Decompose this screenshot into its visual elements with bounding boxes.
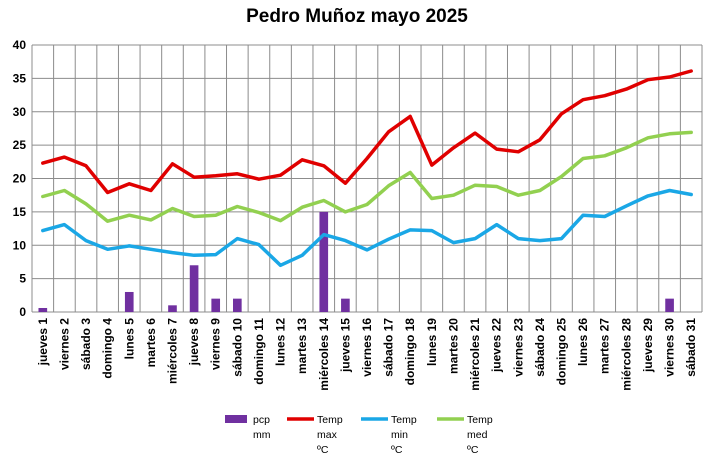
legend-label-word: min: [391, 429, 408, 441]
legend-label-word: Temp: [467, 414, 493, 426]
legend-label-word: ºC: [317, 444, 329, 456]
chart-title: Pedro Muñoz mayo 2025: [246, 6, 468, 27]
legend-label-word: max: [317, 429, 338, 441]
bars-group: [38, 211, 674, 312]
x-tick-label: jueves 8: [187, 318, 201, 367]
legend-label-word: Temp: [391, 414, 417, 426]
bar-pcp: [124, 291, 134, 312]
lines-group: [41, 69, 693, 268]
x-tick-label: domingo 11: [252, 318, 266, 385]
x-tick-label: jueves 29: [641, 318, 655, 373]
legend-label: pcp mm: [253, 414, 271, 441]
legend-swatch-bar: [225, 415, 247, 423]
legend-label-word: ºC: [391, 444, 403, 456]
x-tick-label: viernes 16: [360, 318, 374, 377]
x-tick-label: miércoles 14: [317, 318, 331, 391]
y-tick-label: 5: [19, 272, 26, 286]
bar-pcp: [233, 298, 242, 312]
x-tick-label: domingo 18: [403, 318, 417, 386]
x-tick-label: viernes 2: [57, 318, 71, 370]
y-tick-label: 35: [13, 71, 27, 85]
x-tick-label: martes 6: [144, 318, 158, 368]
x-tick-label: martes 20: [446, 318, 460, 374]
bar-pcp: [319, 211, 329, 312]
bar-pcp: [341, 298, 350, 312]
x-tick-label: miércoles 28: [619, 318, 633, 391]
x-tick-label: domingo 25: [555, 318, 569, 386]
y-tick-label: 10: [13, 238, 27, 252]
x-tick-label: sábado 31: [684, 318, 698, 377]
y-tick-label: 25: [13, 138, 27, 152]
bar-pcp: [211, 298, 221, 312]
x-tick-label: domingo 4: [101, 318, 115, 379]
x-tick-label: viernes 9: [209, 318, 223, 370]
y-tick-label: 20: [13, 172, 27, 186]
x-tick-label: miércoles 7: [165, 318, 179, 384]
x-tick-label: lunes 12: [274, 318, 288, 366]
legend: pcp mm Temp max ºC Temp min ºC Temp med ºC: [225, 414, 493, 456]
y-tick-label: 30: [13, 105, 27, 119]
y-tick-label: 40: [13, 38, 27, 52]
legend-label: Temp med ºC: [467, 414, 493, 456]
bar-pcp: [189, 265, 199, 312]
bar-pcp: [168, 305, 177, 312]
x-tick-label: jueves 22: [490, 318, 504, 373]
series-line-3: [41, 130, 693, 223]
x-tick-label: lunes 19: [425, 318, 439, 366]
legend-label-word: Temp: [317, 414, 343, 426]
x-tick-label: martes 27: [598, 318, 612, 374]
x-tick-label: lunes 5: [122, 318, 136, 360]
legend-label-word: med: [467, 429, 488, 441]
y-tick-label: 15: [13, 205, 27, 219]
x-tick-label: miércoles 21: [468, 318, 482, 391]
x-tick-label: lunes 26: [576, 318, 590, 366]
series-line-2: [41, 188, 693, 268]
x-tick-label: viernes 23: [511, 318, 525, 377]
x-tick-label: sábado 17: [382, 318, 396, 377]
legend-label-word: pcp: [253, 414, 270, 426]
x-tick-label: martes 13: [295, 318, 309, 374]
series-line-1: [41, 69, 693, 195]
x-tick-label: jueves 15: [338, 318, 352, 373]
y-tick-labels: 0 5 10 15 20 25 30 35 40: [13, 38, 27, 319]
x-tick-label: jueves 1: [36, 318, 50, 367]
x-tick-labels: jueves 1 viernes 2 sábado 3 domingo 4 lunes …: [36, 318, 698, 391]
legend-label-word: ºC: [467, 444, 479, 456]
bar-pcp: [38, 307, 48, 312]
gridlines: [31, 44, 703, 313]
x-tick-label: sábado 3: [79, 318, 93, 370]
x-tick-label: viernes 30: [663, 318, 677, 377]
x-tick-label: sábado 24: [533, 318, 547, 377]
legend-label-word: mm: [253, 429, 271, 441]
y-tick-label: 0: [19, 305, 26, 319]
x-tick-label: sábado 10: [230, 318, 244, 377]
legend-label: Temp max ºC: [317, 414, 343, 456]
bar-pcp: [665, 298, 674, 312]
legend-label: Temp min ºC: [391, 414, 417, 456]
